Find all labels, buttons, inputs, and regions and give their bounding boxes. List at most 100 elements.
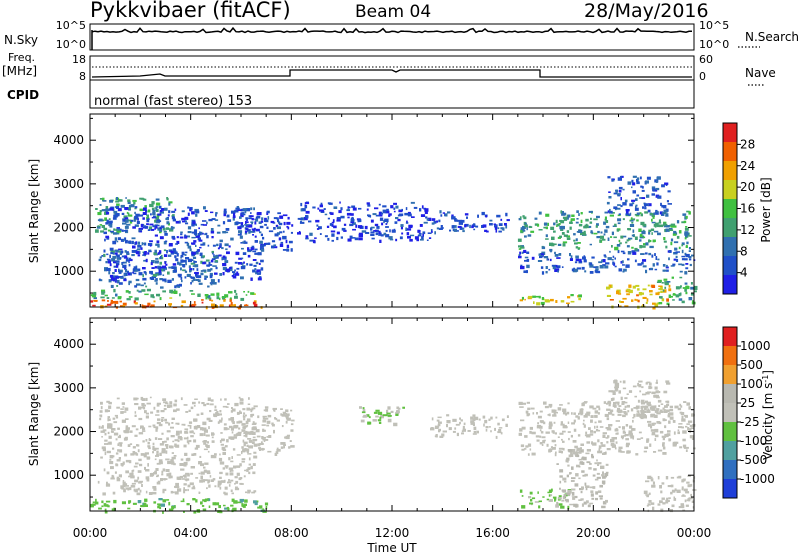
data-cell: [240, 266, 246, 270]
data-cell: [182, 474, 186, 477]
data-cell: [114, 237, 118, 241]
data-cell: [258, 443, 263, 445]
data-cell: [604, 255, 607, 258]
data-cell: [207, 481, 210, 484]
data-cell: [617, 413, 622, 416]
data-cell: [612, 397, 615, 401]
data-cell: [239, 216, 242, 219]
data-cell: [497, 422, 500, 426]
data-cell: [550, 446, 553, 448]
data-cell: [104, 267, 107, 272]
data-cell: [358, 234, 363, 238]
data-cell: [523, 249, 527, 253]
data-cell: [156, 402, 161, 405]
data-cell: [489, 426, 491, 428]
data-cell: [675, 286, 680, 290]
data-cell: [615, 420, 620, 422]
data-cell: [234, 295, 238, 299]
data-cell: [593, 232, 598, 235]
data-cell: [187, 488, 189, 492]
data-cell: [234, 482, 236, 485]
data-cell: [602, 475, 606, 479]
data-cell: [436, 419, 440, 422]
data-cell: [290, 409, 293, 412]
data-cell: [438, 421, 442, 424]
data-cell: [186, 503, 190, 506]
data-cell: [539, 442, 543, 445]
data-cell: [143, 271, 146, 274]
data-cell: [669, 409, 674, 412]
data-cell: [372, 213, 377, 216]
data-cell: [558, 503, 563, 506]
data-cell: [526, 264, 530, 269]
data-cell: [163, 254, 168, 257]
data-cell: [98, 258, 102, 262]
data-cell: [578, 447, 582, 451]
data-cell: [105, 261, 108, 264]
data-cell: [501, 228, 504, 230]
data-cell: [652, 506, 655, 511]
data-cell: [141, 304, 144, 308]
data-cell: [139, 480, 143, 483]
data-cell: [622, 270, 625, 273]
data-cell: [647, 408, 649, 412]
data-cell: [474, 416, 479, 421]
data-cell: [188, 265, 191, 269]
data-cell: [526, 251, 530, 254]
data-cell: [498, 429, 502, 433]
data-cell: [159, 278, 163, 281]
power-cbar-label: Power [dB]: [759, 177, 773, 242]
data-cell: [267, 414, 272, 418]
data-cell: [505, 225, 508, 229]
data-cell: [247, 489, 251, 493]
data-cell: [566, 457, 570, 461]
data-cell: [148, 438, 152, 441]
data-cell: [160, 410, 165, 413]
data-cell: [141, 398, 146, 401]
data-cell: [194, 398, 198, 400]
data-cell: [410, 225, 413, 227]
data-cell: [430, 427, 435, 431]
data-cell: [504, 223, 507, 226]
data-cell: [150, 304, 155, 307]
data-cell: [635, 204, 638, 207]
data-cell: [558, 495, 562, 498]
data-cell: [286, 244, 290, 248]
data-cell: [279, 231, 283, 234]
data-cell: [545, 234, 548, 238]
data-cell: [473, 426, 477, 431]
data-cell: [232, 436, 237, 439]
data-cell: [634, 213, 638, 216]
data-cell: [657, 258, 660, 261]
data-cell: [230, 489, 233, 492]
data-cell: [231, 275, 235, 277]
data-cell: [92, 304, 96, 307]
data-cell: [204, 275, 208, 278]
data-cell: [278, 221, 281, 224]
data-cell: [219, 510, 223, 514]
data-cell: [647, 209, 651, 213]
data-cell: [253, 455, 258, 459]
data-cell: [109, 207, 114, 211]
data-cell: [650, 429, 655, 432]
data-cell: [168, 303, 172, 306]
data-cell: [195, 236, 200, 238]
data-cell: [239, 477, 243, 480]
data-cell: [136, 444, 138, 447]
data-cell: [140, 504, 145, 508]
data-cell: [286, 248, 290, 252]
data-cell: [632, 252, 637, 255]
data-cell: [93, 297, 97, 300]
data-cell: [125, 239, 128, 244]
data-cell: [179, 236, 184, 239]
data-cell: [116, 203, 120, 206]
data-cell: [215, 213, 217, 217]
data-cell: [225, 406, 229, 408]
data-cell: [162, 398, 167, 401]
data-cell: [174, 208, 177, 211]
data-cell: [148, 447, 151, 450]
data-cell: [570, 255, 573, 259]
data-cell: [202, 499, 206, 502]
data-cell: [178, 220, 181, 224]
